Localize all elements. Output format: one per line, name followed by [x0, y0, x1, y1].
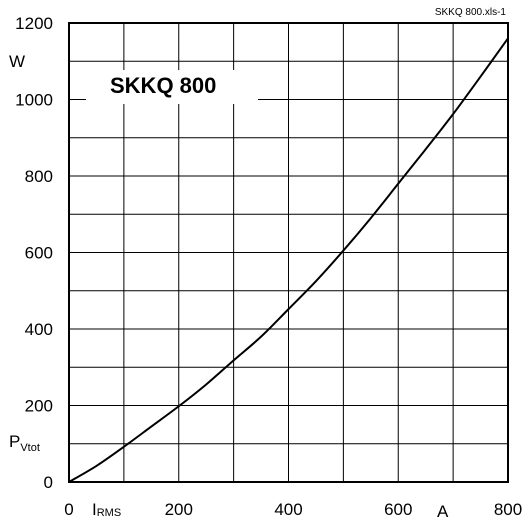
x-axis-label-sub: RMS	[97, 507, 121, 519]
y-tick-label: 400	[25, 320, 53, 339]
y-tick-label: 0	[44, 473, 53, 492]
x-tick-label: 600	[384, 500, 412, 519]
y-tick-label: 800	[25, 167, 53, 186]
x-tick-labels: 0 200 400 600 800	[64, 500, 522, 519]
y-unit-label: W	[9, 52, 25, 71]
y-tick-label: 1000	[15, 91, 53, 110]
y-axis-label: PVtot	[9, 432, 40, 454]
file-label: SKKQ 800.xls-1	[435, 7, 507, 18]
x-axis-label: IRMS	[92, 500, 121, 519]
x-tick-label: 400	[274, 500, 302, 519]
y-tick-label: 600	[25, 244, 53, 263]
y-axis-label-main: P	[9, 432, 20, 451]
y-tick-label: 1200	[15, 14, 53, 33]
x-tick-label: 0	[64, 500, 73, 519]
x-tick-label: 200	[165, 500, 193, 519]
chart-title: SKKQ 800	[110, 73, 216, 98]
y-tick-labels: 0 200 400 600 800 1000 1200	[15, 14, 53, 492]
x-unit-label: A	[437, 502, 449, 521]
y-axis-label-sub: Vtot	[20, 442, 40, 454]
x-tick-label: 800	[494, 500, 522, 519]
y-tick-label: 200	[25, 397, 53, 416]
